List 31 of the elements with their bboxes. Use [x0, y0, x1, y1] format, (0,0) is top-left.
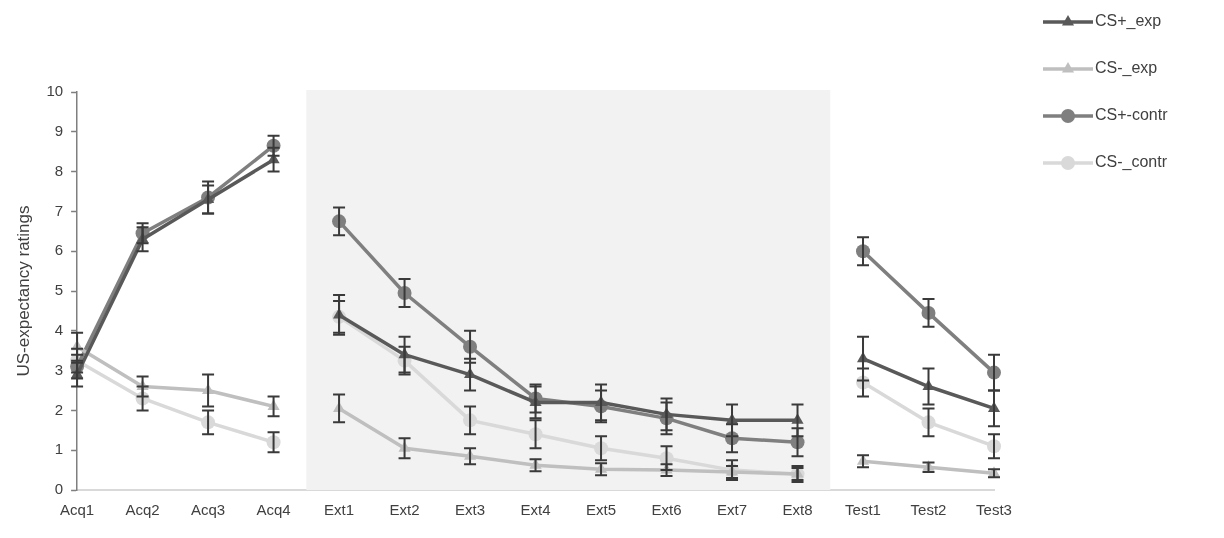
x-tick-label: Ext6 [651, 501, 682, 519]
x-tick-label: Ext5 [586, 501, 617, 519]
x-tick-label: Acq3 [190, 501, 226, 519]
legend-label: CS+-contr [1095, 106, 1169, 124]
x-tick-label: Acq2 [125, 501, 160, 519]
y-tick-label: 7 [54, 201, 64, 219]
x-tick-label: Ext8 [782, 501, 813, 519]
x-tick-label: Test3 [976, 501, 1012, 519]
x-tick-label: Test1 [845, 501, 881, 519]
y-tick-label: 6 [54, 241, 64, 259]
y-tick-label: 8 [54, 161, 64, 179]
x-tick-label: Acq4 [256, 501, 291, 519]
x-tick-label: Ext3 [455, 501, 486, 519]
y-tick-label: 10 [46, 82, 64, 100]
x-tick-label: Acq1 [59, 501, 95, 519]
y-tick-label: 4 [54, 320, 64, 338]
x-tick-label: Test2 [910, 501, 947, 519]
legend-label: CS+_exp [1095, 12, 1162, 31]
y-tick-label: 9 [54, 121, 64, 139]
legend-label: CS-_contr [1095, 153, 1168, 172]
y-tick-label: 0 [54, 480, 64, 498]
x-tick-label: Ext4 [520, 501, 551, 519]
x-tick-label: Ext1 [324, 501, 355, 519]
x-tick-label: Ext2 [389, 501, 420, 519]
y-axis-title: US-expectancy ratings [13, 205, 33, 377]
y-tick-label: 5 [54, 281, 64, 299]
y-tick-label: 2 [54, 400, 64, 418]
y-tick-label: 3 [54, 360, 64, 378]
legend-label: CS-_exp [1095, 59, 1158, 78]
x-tick-label: Ext7 [717, 501, 748, 519]
y-tick-label: 1 [54, 440, 64, 458]
